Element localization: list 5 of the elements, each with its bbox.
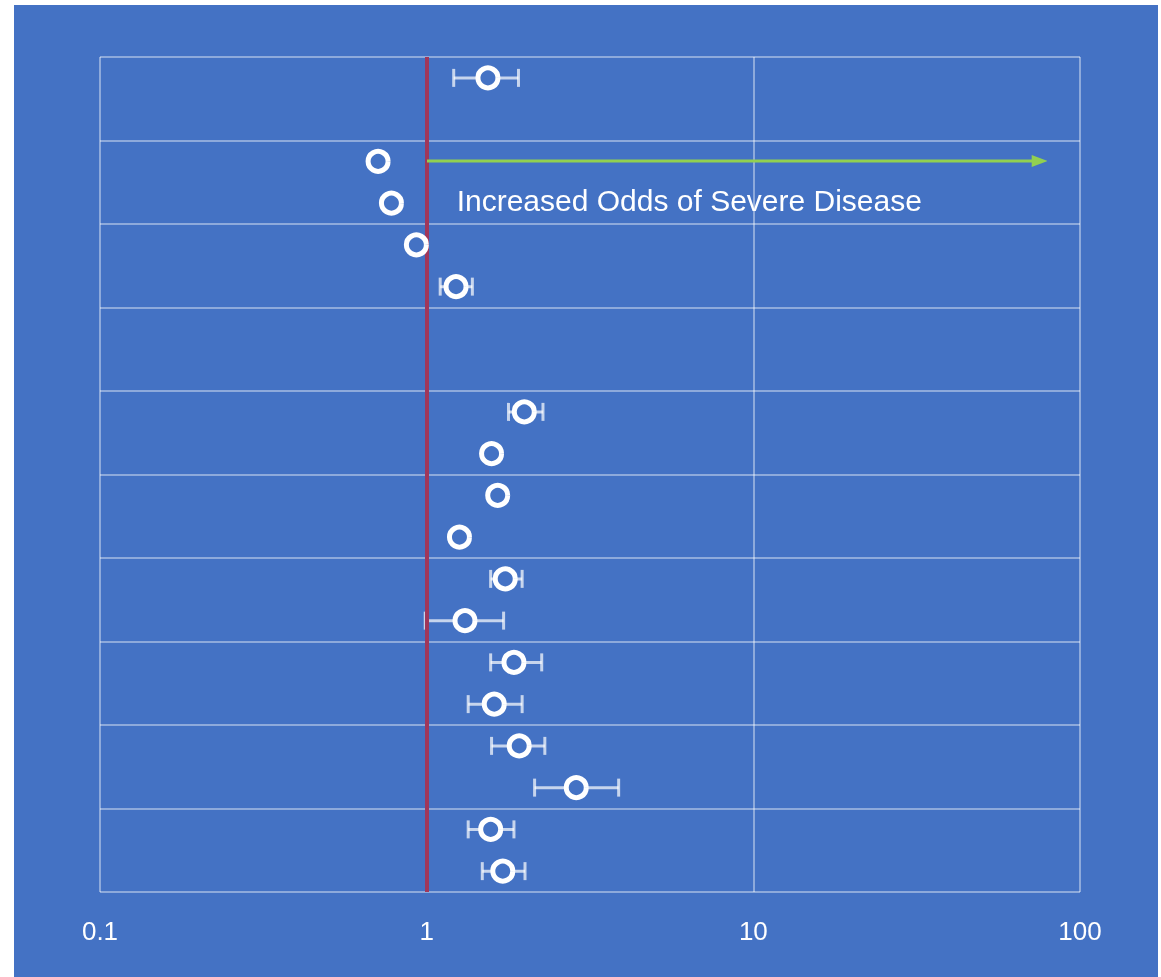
x-tick-label: 100 — [1058, 916, 1102, 946]
annotation: Increased Odds of Severe Disease — [456, 183, 922, 217]
x-tick-label: 0.1 — [81, 916, 119, 946]
x-tick-label: 10 — [738, 916, 768, 946]
x-tick-label: 1 — [419, 916, 434, 946]
